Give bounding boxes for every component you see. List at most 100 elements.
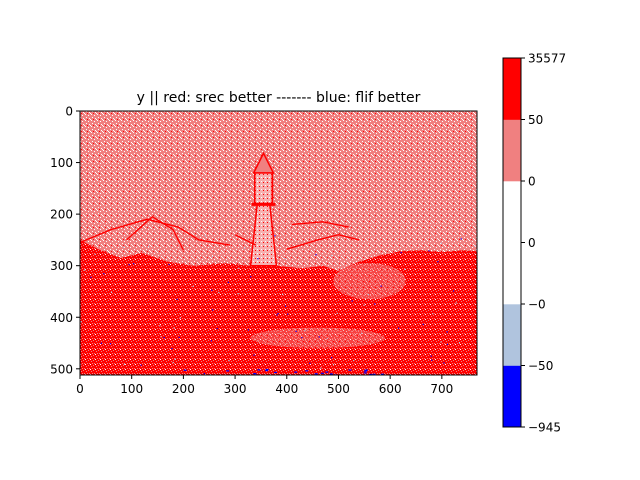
heatmap-blue-speck bbox=[168, 264, 170, 266]
heatmap-blue-speck bbox=[274, 235, 276, 237]
heatmap-blue-speck bbox=[277, 312, 279, 315]
heatmap-blue-speck bbox=[253, 354, 255, 356]
heatmap-blue-speck bbox=[443, 362, 445, 364]
x-tick-label: 700 bbox=[430, 382, 453, 396]
heatmap-blue-speck bbox=[400, 251, 402, 254]
chart-title: y || red: srec better ------- blue: flif… bbox=[137, 90, 421, 106]
heatmap-lighthouse-gallery bbox=[251, 202, 276, 206]
heatmap-blue-bottom-speck bbox=[226, 370, 230, 372]
colorbar-tick-label: −0 bbox=[528, 298, 546, 312]
heatmap-blue-bottom-speck bbox=[305, 370, 309, 372]
heatmap-blue-speck bbox=[460, 238, 462, 240]
heatmap-blue-bottom-speck bbox=[273, 371, 277, 374]
heatmap-blue-speck bbox=[422, 323, 424, 326]
y-tick-label: 300 bbox=[50, 259, 73, 273]
heatmap-blue-speck bbox=[178, 336, 180, 339]
x-axis: 0 100 200 300 400 500 600 700 bbox=[76, 375, 453, 396]
heatmap-blue-speck bbox=[361, 332, 363, 334]
colorbar-segment bbox=[503, 58, 521, 120]
heatmap-blue-speck bbox=[128, 264, 130, 266]
heatmap-blue-speck bbox=[109, 343, 112, 345]
colorbar-tick-label: −945 bbox=[528, 421, 561, 435]
heatmap-blue-bottom-speck bbox=[183, 369, 187, 371]
heatmap-blue-speck bbox=[211, 256, 214, 258]
heatmap-blue-speck bbox=[227, 281, 229, 283]
heatmap-blue-speck bbox=[331, 357, 333, 359]
heatmap-blue-speck bbox=[276, 314, 278, 316]
heatmap-blue-speck bbox=[218, 291, 220, 294]
heatmap-blue-speck bbox=[428, 250, 430, 252]
heatmap-lighthouse-lantern bbox=[253, 172, 274, 205]
heatmap-blue-speck bbox=[192, 285, 194, 288]
colorbar-segment bbox=[503, 365, 521, 428]
heatmap-blue-speck bbox=[363, 304, 365, 306]
heatmap-blue-speck bbox=[281, 293, 284, 296]
heatmap-blue-speck bbox=[103, 273, 105, 275]
heatmap-blue-speck bbox=[458, 342, 461, 344]
heatmap-blue-speck bbox=[84, 269, 86, 271]
heatmap-blue-bottom-speck bbox=[320, 372, 324, 374]
heatmap-blue-speck bbox=[250, 276, 252, 278]
heatmap-blue-speck bbox=[440, 341, 442, 343]
heatmap-blue-speck bbox=[446, 343, 449, 345]
colorbar-segment bbox=[503, 181, 521, 243]
heatmap-blue-bottom-speck bbox=[364, 369, 368, 371]
y-tick-label: 0 bbox=[65, 105, 73, 119]
colorbar-segment bbox=[503, 119, 521, 182]
x-tick-label: 500 bbox=[327, 382, 350, 396]
heatmap-blue-speck bbox=[315, 254, 317, 256]
heatmap-blue-speck bbox=[211, 289, 213, 291]
heatmap-edge-line-4 bbox=[291, 221, 349, 228]
heatmap-blue-speck bbox=[174, 358, 176, 360]
heatmap-blue-speck bbox=[238, 267, 240, 269]
colorbar-segment bbox=[503, 242, 521, 305]
heatmap-blue-speck bbox=[351, 300, 353, 302]
heatmap-blue-speck bbox=[80, 321, 82, 323]
heatmap-image bbox=[80, 111, 477, 375]
heatmap-blue-bottom-speck bbox=[372, 373, 376, 375]
heatmap-blue-bottom-speck bbox=[265, 369, 269, 372]
heatmap-edge-line-2 bbox=[286, 234, 360, 250]
x-tick-label: 300 bbox=[224, 382, 247, 396]
heatmap-rock-patch bbox=[333, 263, 406, 300]
heatmap-blue-speck bbox=[147, 245, 149, 247]
heatmap-blue-speck bbox=[179, 317, 181, 319]
heatmap-blue-speck bbox=[212, 309, 214, 311]
colorbar-tick-label: −50 bbox=[528, 359, 553, 373]
heatmap-blue-speck bbox=[123, 363, 125, 365]
colorbar-segment bbox=[503, 304, 521, 366]
heatmap-blue-speck bbox=[94, 253, 96, 256]
heatmap-blue-bottom-speck bbox=[369, 373, 373, 375]
heatmap-blue-speck bbox=[304, 330, 306, 332]
heatmap-blue-speck bbox=[110, 291, 113, 294]
heatmap-blue-speck bbox=[237, 293, 239, 295]
heatmap-blue-speck bbox=[437, 261, 439, 263]
x-tick-label: 0 bbox=[76, 382, 84, 396]
heatmap-blue-speck bbox=[216, 327, 218, 330]
heatmap-blue-bottom-speck bbox=[314, 373, 318, 375]
heatmap-blue-speck bbox=[320, 367, 322, 369]
heatmap-blue-speck bbox=[100, 342, 102, 344]
heatmap-blue-speck bbox=[257, 258, 259, 260]
y-axis: 0 100 200 300 400 500 bbox=[50, 105, 80, 376]
colorbar-ticks: 35577 50 0 0 −0 −50 −945 bbox=[521, 52, 566, 435]
heatmap-blue-speck bbox=[453, 290, 455, 292]
heatmap-blue-speck bbox=[176, 298, 178, 300]
heatmap-blue-speck bbox=[309, 362, 311, 364]
heatmap-blue-speck bbox=[284, 257, 286, 260]
heatmap-blue-speck bbox=[122, 246, 125, 248]
heatmap-blue-speck bbox=[404, 268, 406, 270]
x-tick-label: 100 bbox=[120, 382, 143, 396]
heatmap-blue-speck bbox=[367, 294, 370, 296]
heatmap-blue-speck bbox=[90, 276, 92, 278]
heatmap-blue-speck bbox=[380, 285, 382, 287]
heatmap-lighthouse-roof bbox=[252, 151, 275, 174]
colorbar-tick-label: 0 bbox=[528, 175, 536, 189]
heatmap-blue-speck bbox=[430, 355, 432, 357]
heatmap-blue-speck bbox=[440, 242, 443, 244]
x-tick-label: 600 bbox=[379, 382, 402, 396]
y-tick-label: 500 bbox=[50, 362, 73, 376]
heatmap-blue-speck bbox=[140, 364, 142, 366]
heatmap-blue-speck bbox=[204, 235, 207, 237]
